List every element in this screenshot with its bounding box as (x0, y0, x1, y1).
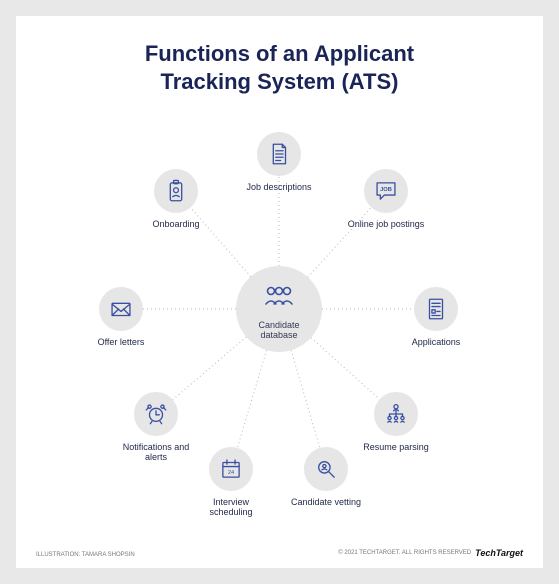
node-online-job-postings: JOB Online job postings (346, 169, 426, 229)
node-label: Candidate vetting (291, 497, 361, 507)
form-icon (423, 296, 449, 322)
svg-text:JOB: JOB (380, 187, 392, 193)
center-label: Candidate database (244, 321, 314, 341)
node-job-descriptions: Job descriptions (239, 132, 319, 192)
alarm-clock-icon (143, 401, 169, 427)
node-label: Offer letters (98, 337, 145, 347)
node-circle (99, 287, 143, 331)
node-notifications: Notifications and alerts (116, 392, 196, 463)
job-bubble-icon: JOB (373, 178, 399, 204)
magnifier-icon (313, 456, 339, 482)
node-label: Interview scheduling (191, 497, 271, 518)
node-circle (134, 392, 178, 436)
infographic-frame: Functions of an Applicant Tracking Syste… (16, 16, 543, 568)
node-resume-parsing: Resume parsing (356, 392, 436, 452)
people-group-icon (259, 277, 299, 317)
footer-copyright: © 2021 TECHTARGET. ALL RIGHTS RESERVED (338, 550, 471, 556)
node-circle (374, 392, 418, 436)
svg-text:24: 24 (228, 470, 234, 476)
brand-logo: TechTarget (475, 548, 523, 558)
node-label: Job descriptions (246, 182, 311, 192)
page-title: Functions of an Applicant Tracking Syste… (100, 40, 460, 95)
node-circle (257, 132, 301, 176)
footer-left: ILLUSTRATION: TAMARA SHOPSIN (36, 552, 135, 558)
node-candidate-vetting: Candidate vetting (286, 447, 366, 507)
node-circle (304, 447, 348, 491)
center-node: Candidate database (236, 266, 322, 352)
footer: ILLUSTRATION: TAMARA SHOPSIN © 2021 TECH… (36, 548, 523, 558)
node-circle (414, 287, 458, 331)
footer-right: © 2021 TECHTARGET. ALL RIGHTS RESERVED T… (338, 548, 523, 558)
node-onboarding: Onboarding (136, 169, 216, 229)
document-icon (266, 141, 292, 167)
node-offer-letters: Offer letters (81, 287, 161, 347)
calendar-icon: 24 (218, 456, 244, 482)
envelope-icon (108, 296, 134, 322)
radial-diagram: Candidate database Job descriptions JOB … (36, 109, 523, 529)
id-badge-icon (163, 178, 189, 204)
node-label: Applications (412, 337, 461, 347)
node-applications: Applications (396, 287, 476, 347)
node-label: Resume parsing (363, 442, 429, 452)
org-tree-icon (383, 401, 409, 427)
node-interview-scheduling: 24 Interview scheduling (191, 447, 271, 518)
node-circle (154, 169, 198, 213)
node-label: Notifications and alerts (116, 442, 196, 463)
node-circle: 24 (209, 447, 253, 491)
node-label: Online job postings (348, 219, 425, 229)
node-label: Onboarding (152, 219, 199, 229)
node-circle: JOB (364, 169, 408, 213)
